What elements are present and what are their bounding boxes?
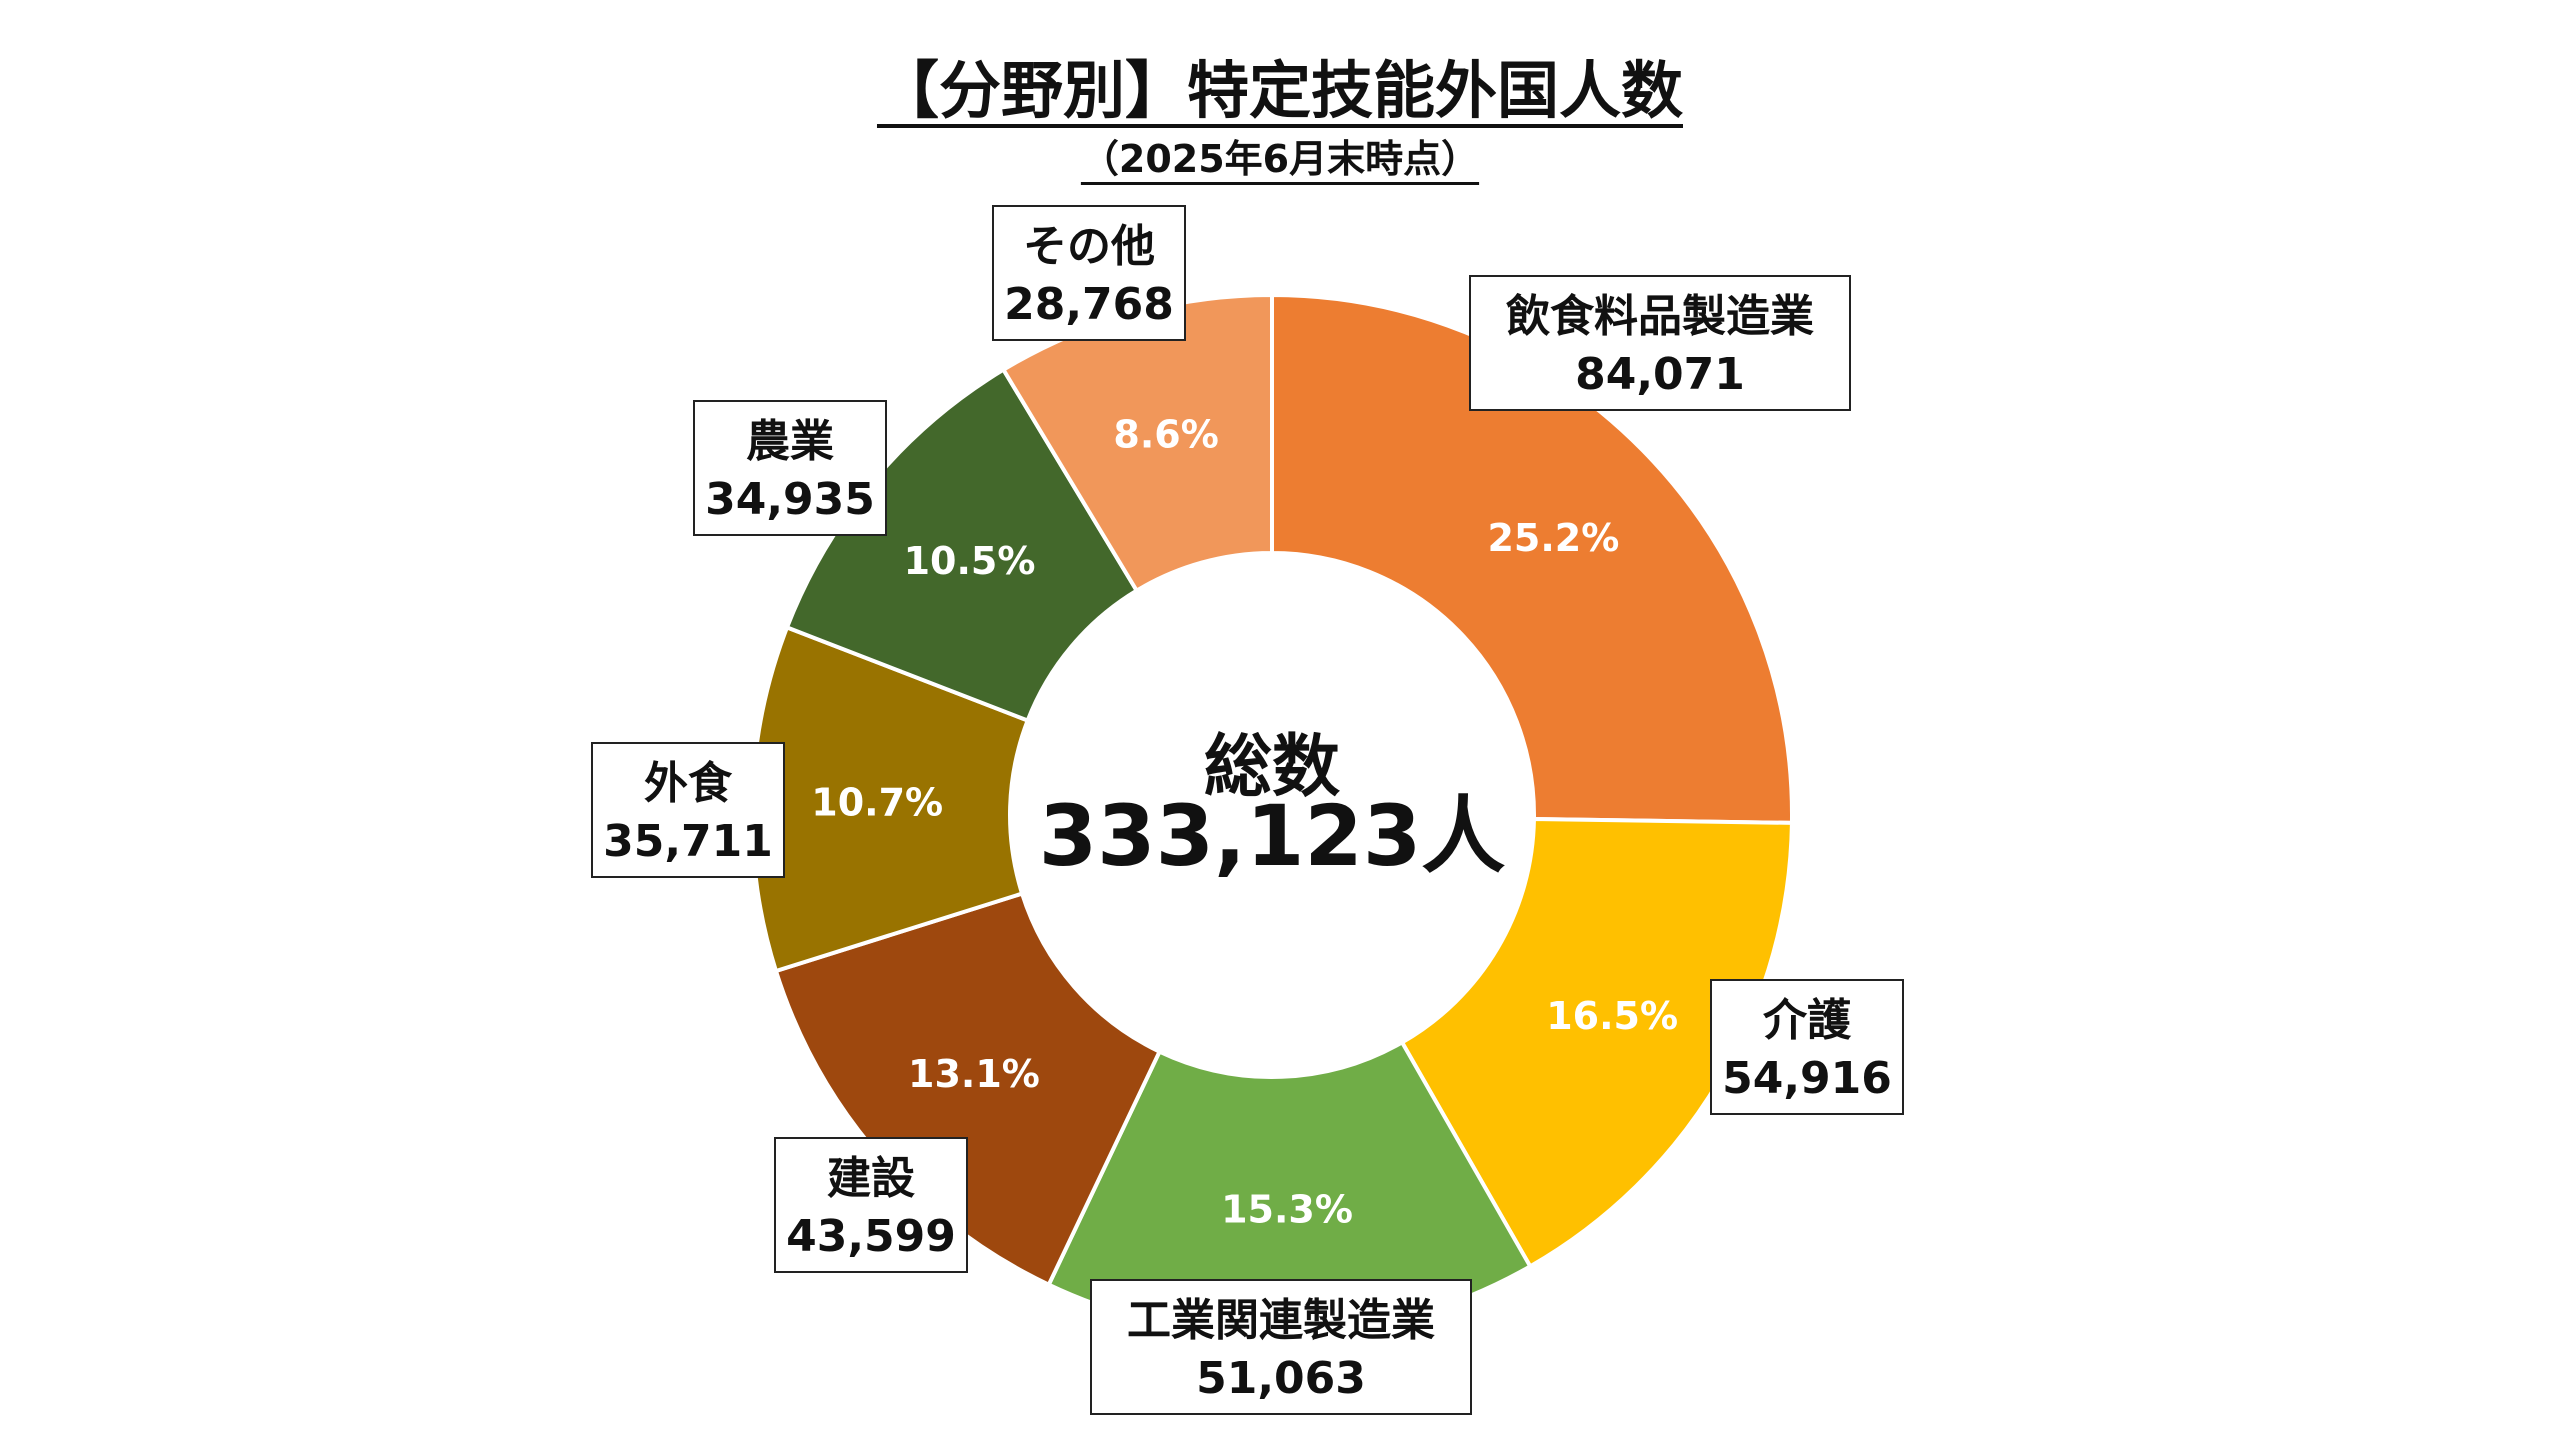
percent-label-food-manufacturing: 25.2% xyxy=(1487,516,1619,560)
donut-slices xyxy=(750,292,1794,1337)
callout-value-agriculture: 34,935 xyxy=(705,474,875,525)
callout-label-industrial-manufacturing: 工業関連製造業 xyxy=(1127,1295,1435,1346)
callout-value-food-manufacturing: 84,071 xyxy=(1575,349,1745,400)
callout-box xyxy=(1469,275,1851,411)
callout-value-food-service: 35,711 xyxy=(603,816,773,867)
callout-label-agriculture: 農業 xyxy=(746,416,834,467)
callout-label-construction: 建設 xyxy=(827,1153,915,1204)
callout-other: その他 28,768 xyxy=(992,205,1186,341)
callout-box xyxy=(992,205,1186,341)
callout-agriculture: 農業 34,935 xyxy=(693,400,887,536)
callout-food-service: 外食 35,711 xyxy=(591,742,785,878)
percent-label-construction: 13.1% xyxy=(908,1052,1040,1096)
callout-value-nursing-care: 54,916 xyxy=(1722,1053,1892,1104)
callout-label-food-service: 外食 xyxy=(644,758,733,809)
center-total: 333,123人 xyxy=(1039,787,1506,885)
callout-industrial-manufacturing: 工業関連製造業 51,063 xyxy=(1090,1279,1472,1415)
callout-value-industrial-manufacturing: 51,063 xyxy=(1196,1353,1366,1404)
callout-label-nursing-care: 介護 xyxy=(1763,995,1852,1046)
callout-label-other: その他 xyxy=(1023,221,1155,272)
callout-nursing-care: 介護 54,916 xyxy=(1710,979,1904,1115)
callout-value-other: 28,768 xyxy=(1004,279,1174,330)
callout-box xyxy=(1090,1279,1472,1415)
callout-box xyxy=(591,742,785,878)
center-title: 総数 xyxy=(1204,728,1340,807)
percent-label-food-service: 10.7% xyxy=(811,780,943,824)
callout-construction: 建設 43,599 xyxy=(774,1137,968,1273)
callout-box xyxy=(693,400,887,536)
percent-labels: 25.2% 16.5% 15.3% 13.1% 10.7% 10.5% 8.6% xyxy=(811,412,1678,1231)
callout-labels: 飲食料品製造業 84,071 介護 54,916 工業関連製造業 51,063 建設 43,5… xyxy=(591,205,1904,1415)
callout-label-food-manufacturing: 飲食料品製造業 xyxy=(1506,291,1814,342)
percent-label-agriculture: 10.5% xyxy=(904,539,1036,583)
callout-box xyxy=(774,1137,968,1273)
callout-food-manufacturing: 飲食料品製造業 84,071 xyxy=(1469,275,1851,411)
chart-title: 【分野別】特定技能外国人数 xyxy=(876,54,1683,127)
callout-value-construction: 43,599 xyxy=(786,1211,956,1262)
callout-box xyxy=(1710,979,1904,1115)
percent-label-other: 8.6% xyxy=(1113,412,1218,456)
slice-nursing-care xyxy=(1399,816,1794,1270)
slice-agriculture xyxy=(784,366,1140,724)
percent-label-nursing-care: 16.5% xyxy=(1546,994,1678,1038)
percent-label-industrial-manufacturing: 15.3% xyxy=(1221,1188,1353,1232)
chart-subtitle: （2025年6月末時点） xyxy=(1080,137,1480,181)
